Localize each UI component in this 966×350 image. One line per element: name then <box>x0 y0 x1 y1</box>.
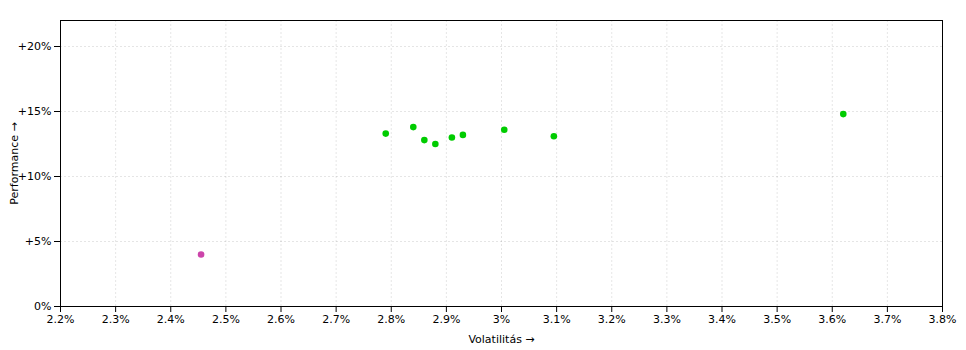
svg-text:3.5%: 3.5% <box>763 313 791 326</box>
svg-text:+5%: +5% <box>25 235 52 248</box>
svg-text:3.6%: 3.6% <box>818 313 846 326</box>
svg-text:Volatilitás →: Volatilitás → <box>468 333 534 346</box>
svg-text:2.9%: 2.9% <box>432 313 460 326</box>
svg-text:3.3%: 3.3% <box>653 313 681 326</box>
svg-text:3.2%: 3.2% <box>598 313 626 326</box>
svg-text:3.4%: 3.4% <box>708 313 736 326</box>
svg-text:2.5%: 2.5% <box>212 313 240 326</box>
svg-text:Performance →: Performance → <box>8 122 21 204</box>
svg-text:3%: 3% <box>493 313 510 326</box>
svg-text:+15%: +15% <box>18 105 52 118</box>
svg-text:3.8%: 3.8% <box>929 313 957 326</box>
svg-text:3.1%: 3.1% <box>543 313 571 326</box>
svg-text:2.4%: 2.4% <box>157 313 185 326</box>
svg-text:2.7%: 2.7% <box>322 313 350 326</box>
svg-text:2.6%: 2.6% <box>267 313 295 326</box>
svg-text:+10%: +10% <box>18 170 52 183</box>
svg-text:2.8%: 2.8% <box>377 313 405 326</box>
svg-text:2.3%: 2.3% <box>102 313 130 326</box>
svg-text:+20%: +20% <box>18 40 52 53</box>
svg-text:0%: 0% <box>34 300 51 313</box>
svg-text:3.7%: 3.7% <box>873 313 901 326</box>
svg-text:2.2%: 2.2% <box>47 313 75 326</box>
